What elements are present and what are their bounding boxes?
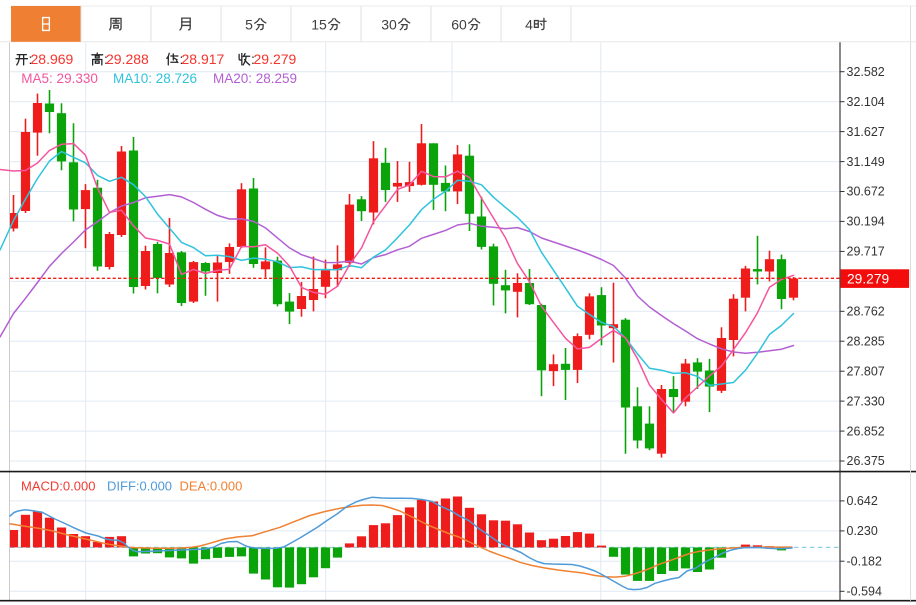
svg-text:60: 60 [451, 17, 467, 33]
svg-text:30.194: 30.194 [847, 215, 885, 229]
svg-text:MA5: 29.330: MA5: 29.330 [21, 71, 98, 86]
svg-text:28.762: 28.762 [847, 305, 885, 319]
svg-text:MACD:0.000: MACD:0.000 [21, 479, 95, 494]
svg-text:4: 4 [525, 17, 533, 33]
svg-text:5: 5 [245, 17, 253, 33]
svg-text:-0.594: -0.594 [847, 585, 882, 599]
svg-text:27.807: 27.807 [847, 364, 885, 378]
svg-text:MA10: 28.726: MA10: 28.726 [113, 71, 197, 86]
svg-text::: : [180, 51, 184, 67]
svg-text:26.375: 26.375 [847, 454, 885, 468]
svg-text:28.917: 28.917 [182, 51, 225, 67]
svg-text:31.149: 31.149 [847, 155, 885, 169]
svg-text:29.279: 29.279 [254, 51, 297, 67]
svg-text:29.279: 29.279 [847, 271, 890, 286]
svg-text::: : [29, 51, 33, 67]
svg-text:0.642: 0.642 [847, 494, 878, 508]
svg-text:30: 30 [381, 17, 397, 33]
svg-text:28.285: 28.285 [847, 334, 885, 348]
svg-text:15: 15 [311, 17, 327, 33]
svg-text:31.627: 31.627 [847, 125, 885, 139]
svg-text:27.330: 27.330 [847, 394, 885, 408]
svg-text:29.288: 29.288 [106, 51, 149, 67]
svg-text:32.104: 32.104 [847, 95, 885, 109]
svg-text::: : [104, 51, 108, 67]
svg-text:MA20: 28.259: MA20: 28.259 [213, 71, 297, 86]
svg-text::: : [251, 51, 255, 67]
svg-text:30.672: 30.672 [847, 185, 885, 199]
svg-text:28.969: 28.969 [31, 51, 74, 67]
svg-text:0.230: 0.230 [847, 524, 878, 538]
svg-text:26.852: 26.852 [847, 424, 885, 438]
svg-text:DEA:0.000: DEA:0.000 [180, 479, 243, 494]
svg-text:32.582: 32.582 [847, 65, 885, 79]
svg-text:29.717: 29.717 [847, 245, 885, 259]
svg-text:DIFF:0.000: DIFF:0.000 [107, 479, 172, 494]
svg-text:-0.182: -0.182 [847, 554, 882, 568]
